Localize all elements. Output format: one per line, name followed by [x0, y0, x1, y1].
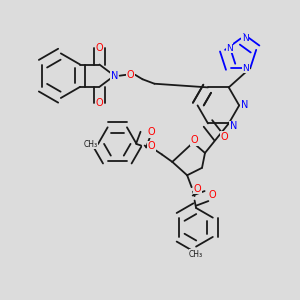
Text: O: O [194, 184, 201, 194]
Text: CH₃: CH₃ [189, 250, 203, 259]
Text: CH₃: CH₃ [83, 140, 98, 148]
Text: N: N [226, 44, 233, 53]
Text: O: O [148, 141, 155, 151]
Text: O: O [191, 135, 198, 145]
Text: O: O [220, 132, 228, 142]
Text: N: N [242, 34, 248, 43]
Text: O: O [96, 43, 103, 53]
Text: N: N [242, 64, 249, 73]
Text: O: O [148, 127, 155, 137]
Text: O: O [127, 70, 134, 80]
Text: N: N [230, 122, 237, 131]
Text: N: N [242, 100, 249, 110]
Text: O: O [208, 190, 216, 200]
Text: N: N [111, 71, 118, 81]
Text: O: O [96, 98, 103, 108]
